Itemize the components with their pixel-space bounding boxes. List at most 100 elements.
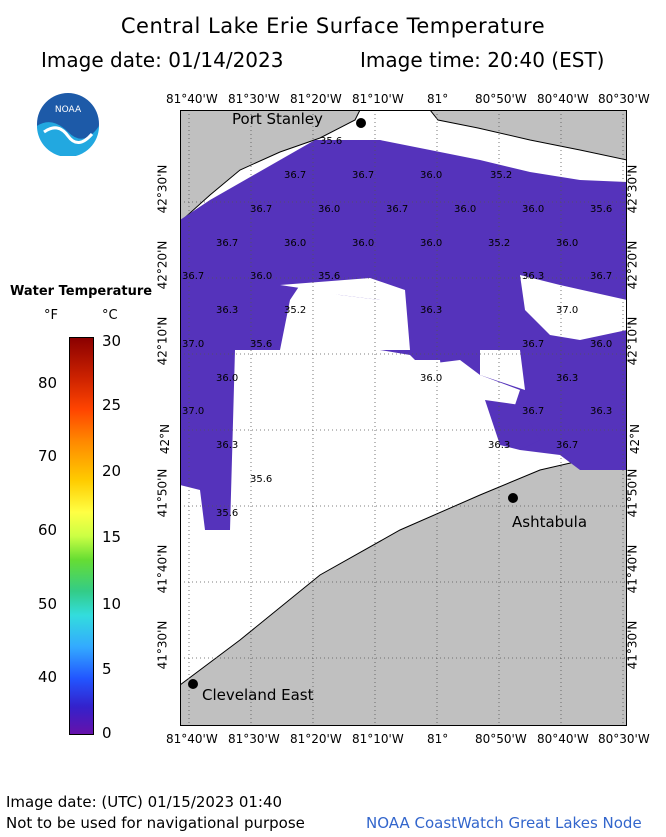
temp-label: 36.0	[318, 204, 340, 215]
temp-label: 35.6	[590, 204, 612, 215]
lat-label: 42°10'N	[155, 316, 170, 366]
temp-label: 37.0	[182, 406, 204, 417]
f-tick: 40	[38, 668, 58, 686]
lat-labels-left: 42°30'N 42°20'N 42°10'N 42°N 41°50'N 41°…	[155, 110, 180, 726]
lon-label: 80°30'W	[598, 732, 650, 746]
lat-label: 42°N	[628, 423, 643, 455]
city-label: Ashtabula	[512, 513, 587, 531]
lon-label: 81°	[427, 732, 449, 746]
temp-label: 36.3	[522, 271, 544, 282]
lat-label: 42°30'N	[625, 164, 640, 214]
temp-label: 35.2	[284, 305, 306, 316]
c-tick: 30	[102, 332, 122, 350]
lon-label: 81°10'W	[352, 732, 404, 746]
temp-label: 36.7	[556, 440, 578, 451]
lon-label: 80°50'W	[475, 732, 527, 746]
temp-label: 35.6	[216, 508, 238, 519]
temp-label: 36.3	[556, 373, 578, 384]
lon-label: 81°	[427, 92, 449, 106]
city-marker	[188, 679, 198, 689]
temp-label: 36.0	[216, 373, 238, 384]
temp-label: 36.0	[420, 238, 442, 249]
f-tick: 80	[38, 374, 58, 392]
temp-label: 35.6	[320, 136, 342, 147]
unit-celsius: °C	[102, 308, 118, 323]
lat-label: 41°30'N	[625, 620, 640, 670]
temp-label: 37.0	[182, 339, 204, 350]
temp-label: 36.3	[488, 440, 510, 451]
temp-label: 36.7	[284, 170, 306, 181]
temp-label: 36.0	[250, 271, 272, 282]
legend-title: Water Temperature	[10, 284, 153, 299]
lake-map: Port Stanley Ashtabula Cleveland East 35…	[180, 110, 627, 726]
lat-label: 41°50'N	[625, 468, 640, 518]
temp-label: 36.7	[590, 271, 612, 282]
c-tick: 20	[102, 462, 122, 480]
temp-label: 36.0	[420, 373, 442, 384]
temp-label: 36.0	[590, 339, 612, 350]
lat-label: 42°20'N	[625, 240, 640, 290]
c-tick: 15	[102, 528, 122, 546]
lon-label: 80°40'W	[537, 92, 589, 106]
temp-label: 36.7	[182, 271, 204, 282]
temp-label: 35.6	[250, 339, 272, 350]
c-tick: 0	[102, 724, 112, 742]
lat-label: 42°30'N	[155, 164, 170, 214]
lat-label: 42°N	[158, 423, 173, 455]
image-date: Image date: 01/14/2023	[41, 48, 284, 72]
lat-label: 41°30'N	[155, 620, 170, 670]
footer-disclaimer: Not to be used for navigational purpose	[6, 814, 305, 832]
footer-utc-date: Image date: (UTC) 01/15/2023 01:40	[6, 793, 283, 811]
temp-label: 35.6	[250, 474, 272, 485]
f-tick: 50	[38, 595, 58, 613]
temp-label: 36.3	[420, 305, 442, 316]
temp-label: 36.0	[454, 204, 476, 215]
temp-label: 36.0	[522, 204, 544, 215]
lat-label: 42°20'N	[155, 240, 170, 290]
temp-label: 35.6	[318, 271, 340, 282]
lat-label: 41°40'N	[625, 544, 640, 594]
lon-label: 81°10'W	[352, 92, 404, 106]
temp-label: 36.7	[216, 238, 238, 249]
c-tick: 10	[102, 595, 122, 613]
noaa-logo-icon: NOAA	[36, 92, 100, 157]
lat-labels-right: 42°30'N 42°20'N 42°10'N 42°N 41°50'N 41°…	[625, 110, 648, 726]
temp-label: 36.7	[250, 204, 272, 215]
temp-label: 36.3	[216, 305, 238, 316]
temp-label: 36.3	[216, 440, 238, 451]
lat-label: 41°50'N	[155, 468, 170, 518]
city-marker	[508, 493, 518, 503]
lon-label: 81°40'W	[166, 732, 218, 746]
lon-label: 80°40'W	[537, 732, 589, 746]
f-tick: 70	[38, 447, 58, 465]
city-label: Port Stanley	[232, 110, 323, 128]
temp-label: 36.7	[352, 170, 374, 181]
temp-label: 36.7	[522, 406, 544, 417]
temp-label: 35.2	[490, 170, 512, 181]
lon-label: 81°30'W	[228, 732, 280, 746]
temp-label: 36.0	[284, 238, 306, 249]
temp-label: 35.2	[488, 238, 510, 249]
temp-label: 36.3	[590, 406, 612, 417]
lat-label: 42°10'N	[625, 316, 640, 366]
temp-label: 36.7	[522, 339, 544, 350]
map-title: Central Lake Erie Surface Temperature	[120, 14, 546, 38]
temp-label: 36.0	[352, 238, 374, 249]
unit-fahrenheit: °F	[44, 308, 58, 323]
image-time: Image time: 20:40 (EST)	[360, 48, 605, 72]
c-tick: 25	[102, 396, 122, 414]
lon-label: 80°50'W	[475, 92, 527, 106]
f-tick: 60	[38, 521, 58, 539]
lat-label: 41°40'N	[155, 544, 170, 594]
temp-label: 36.0	[420, 170, 442, 181]
temp-label: 36.7	[386, 204, 408, 215]
city-label: Cleveland East	[202, 686, 314, 704]
logo-text: NOAA	[55, 105, 82, 115]
lon-label: 81°20'W	[290, 732, 342, 746]
temp-label: 37.0	[556, 305, 578, 316]
c-tick: 5	[102, 660, 112, 678]
lon-label: 80°30'W	[598, 92, 650, 106]
temp-label: 36.0	[556, 238, 578, 249]
lon-label: 81°30'W	[228, 92, 280, 106]
color-bar	[69, 337, 94, 735]
